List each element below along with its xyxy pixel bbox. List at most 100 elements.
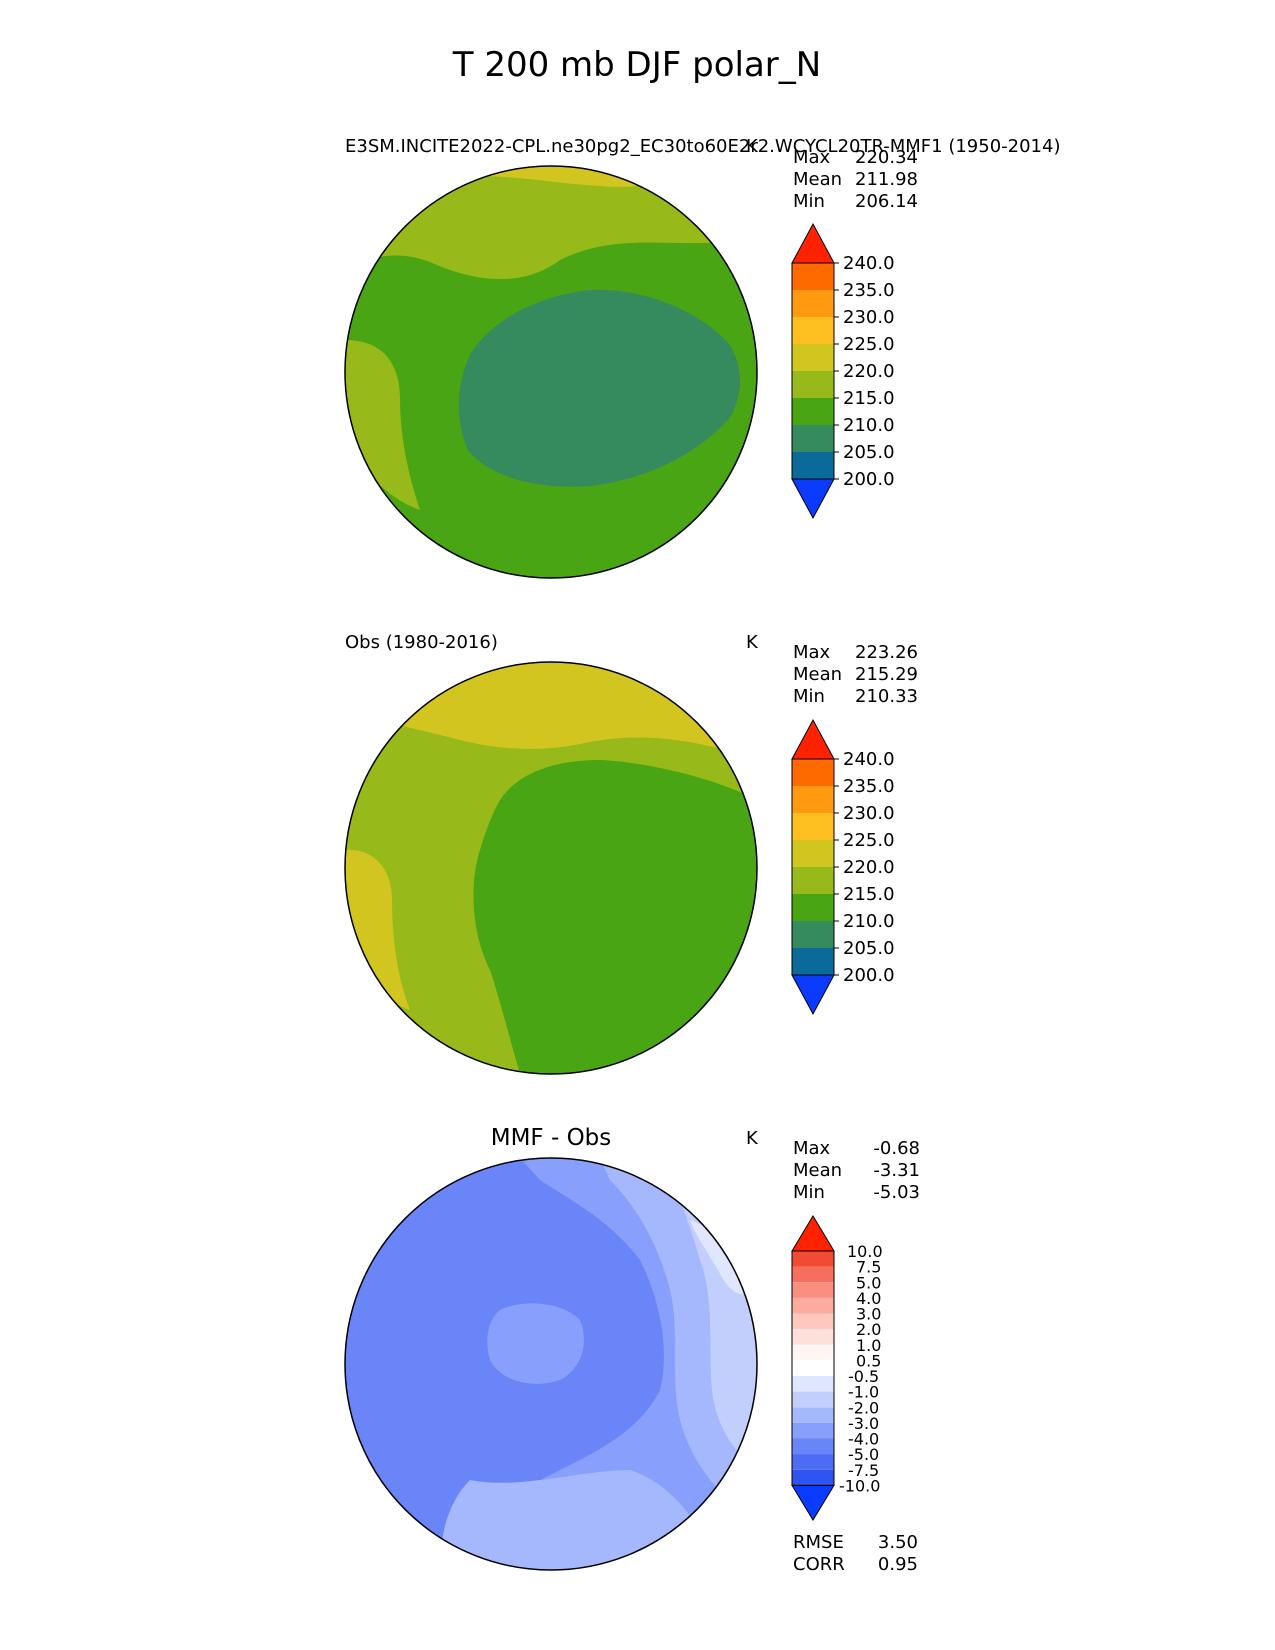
colorbar-tick: -1.0 <box>848 1383 879 1402</box>
colorbar-tick: 230.0 <box>843 803 895 824</box>
colorbar-segment <box>792 1469 834 1486</box>
colorbar-tick: 210.0 <box>843 911 895 932</box>
stat-value: 206.14 <box>855 191 918 212</box>
colorbar-tick: 230.0 <box>843 307 895 328</box>
colorbar-segment <box>792 813 834 840</box>
colorbar-tick: -10.0 <box>839 1476 880 1495</box>
colorbar-segment <box>792 759 834 786</box>
colorbar-segment <box>792 290 834 317</box>
stat-value: 210.33 <box>855 686 918 707</box>
colorbar-tick: 240.0 <box>843 253 895 274</box>
colorbar-tick: 225.0 <box>843 334 895 355</box>
stat-label: Mean <box>793 169 842 190</box>
difference-colorbar: 10.0 7.5 5.0 4.0 3.0 2.0 1.0 0.5 -0.5 -1… <box>791 1215 883 1521</box>
panel-reference: Obs (1980-2016) K Max 223.26 Mean 215.29… <box>344 632 918 1075</box>
colorbar-tick: 3.0 <box>856 1305 881 1324</box>
colorbar-segment <box>792 1407 834 1423</box>
colorbar-segment <box>792 894 834 921</box>
reference-colorbar: 240.0 235.0 230.0 225.0 220.0 215.0 210.… <box>791 718 895 1016</box>
panel-difference: MMF - Obs K Max -0.68 Mean -3.31 Min -5.… <box>344 1125 920 1575</box>
colorbar-tick: -7.5 <box>848 1461 879 1480</box>
colorbar-extend-max <box>791 1215 835 1252</box>
colorbar-segment <box>792 840 834 867</box>
colorbar-segment <box>792 786 834 813</box>
colorbar-segment <box>792 1344 834 1361</box>
stat-label: Max <box>793 147 831 168</box>
reference-units: K <box>746 632 759 653</box>
panel-test: E3SM.INCITE2022-CPL.ne30pg2_EC30to60E2r2… <box>344 136 1060 579</box>
colorbar-tick: 240.0 <box>843 749 895 770</box>
colorbar-tick: 200.0 <box>843 469 895 490</box>
colorbar-tick: 5.0 <box>856 1273 881 1292</box>
colorbar-segment <box>792 1438 834 1455</box>
colorbar-tick: -4.0 <box>848 1430 879 1449</box>
colorbar-segment <box>792 1360 834 1377</box>
colorbar-tick: 215.0 <box>843 388 895 409</box>
colorbar-segment <box>792 1391 834 1408</box>
colorbar-tick: 1.0 <box>856 1336 881 1355</box>
metric-label: RMSE <box>793 1532 844 1553</box>
colorbar-segment <box>792 1329 834 1345</box>
colorbar-extend-max <box>791 718 835 760</box>
test-units: K <box>746 136 759 157</box>
colorbar-segment <box>792 948 834 975</box>
colorbar-segment <box>792 1251 834 1267</box>
stat-value: -5.03 <box>873 1182 920 1203</box>
reference-map <box>345 662 757 1074</box>
stat-label: Mean <box>793 664 842 685</box>
colorbar-tick: 200.0 <box>843 965 895 986</box>
stat-label: Min <box>793 1182 825 1203</box>
stat-value: -3.31 <box>873 1160 920 1181</box>
colorbar-tick: -3.0 <box>848 1414 879 1433</box>
colorbar-tick: 2.0 <box>856 1320 881 1339</box>
colorbar-tick: 225.0 <box>843 830 895 851</box>
test-title: E3SM.INCITE2022-CPL.ne30pg2_EC30to60E2r2… <box>345 136 1060 157</box>
colorbar-extend-max <box>791 222 835 264</box>
colorbar-tick: 4.0 <box>856 1289 881 1308</box>
colorbar-segment <box>792 398 834 425</box>
colorbar-segment <box>792 1297 834 1314</box>
reference-title: Obs (1980-2016) <box>345 632 498 653</box>
stat-value: -0.68 <box>873 1138 920 1159</box>
stat-label: Max <box>793 642 831 663</box>
test-map-border <box>344 165 758 579</box>
colorbar-segment <box>792 1454 834 1470</box>
colorbar-segment <box>792 1266 834 1283</box>
colorbar-tick: 235.0 <box>843 776 895 797</box>
stat-label: Min <box>793 686 825 707</box>
test-colorbar: 240.0 235.0 230.0 225.0 220.0 215.0 210.… <box>791 222 895 520</box>
difference-title: MMF - Obs <box>491 1125 612 1151</box>
metric-label: CORR <box>793 1554 845 1575</box>
colorbar-tick: 235.0 <box>843 280 895 301</box>
stat-label: Mean <box>793 1160 842 1181</box>
colorbar-segment <box>792 452 834 479</box>
colorbar-segment <box>792 425 834 452</box>
colorbar-tick: 205.0 <box>843 938 895 959</box>
colorbar-segment <box>792 1376 834 1392</box>
colorbar-segment <box>792 263 834 290</box>
stat-label: Max <box>793 1138 831 1159</box>
colorbar-segment <box>792 1313 834 1330</box>
difference-stats: Max -0.68 Mean -3.31 Min -5.03 <box>793 1138 920 1203</box>
figure-title: T 200 mb DJF polar_N <box>452 45 821 85</box>
colorbar-tick: 220.0 <box>843 361 895 382</box>
difference-map-border <box>344 1157 758 1571</box>
colorbar-extend-min <box>791 478 835 520</box>
colorbar-segment <box>792 867 834 894</box>
colorbar-tick: 7.5 <box>856 1258 881 1277</box>
difference-map <box>345 1158 757 1570</box>
colorbar-segment <box>792 344 834 371</box>
colorbar-segment <box>792 921 834 948</box>
colorbar-tick: 0.5 <box>856 1351 881 1370</box>
stat-value: 223.26 <box>855 642 918 663</box>
colorbar-tick: -2.0 <box>848 1398 879 1417</box>
stat-value: 220.34 <box>855 147 918 168</box>
colorbar-segment <box>792 1422 834 1439</box>
colorbar-tick: 205.0 <box>843 442 895 463</box>
test-map <box>345 166 757 578</box>
difference-units: K <box>746 1128 759 1149</box>
colorbar-tick: 210.0 <box>843 415 895 436</box>
colorbar-extend-min <box>791 974 835 1016</box>
stat-value: 215.29 <box>855 664 918 685</box>
